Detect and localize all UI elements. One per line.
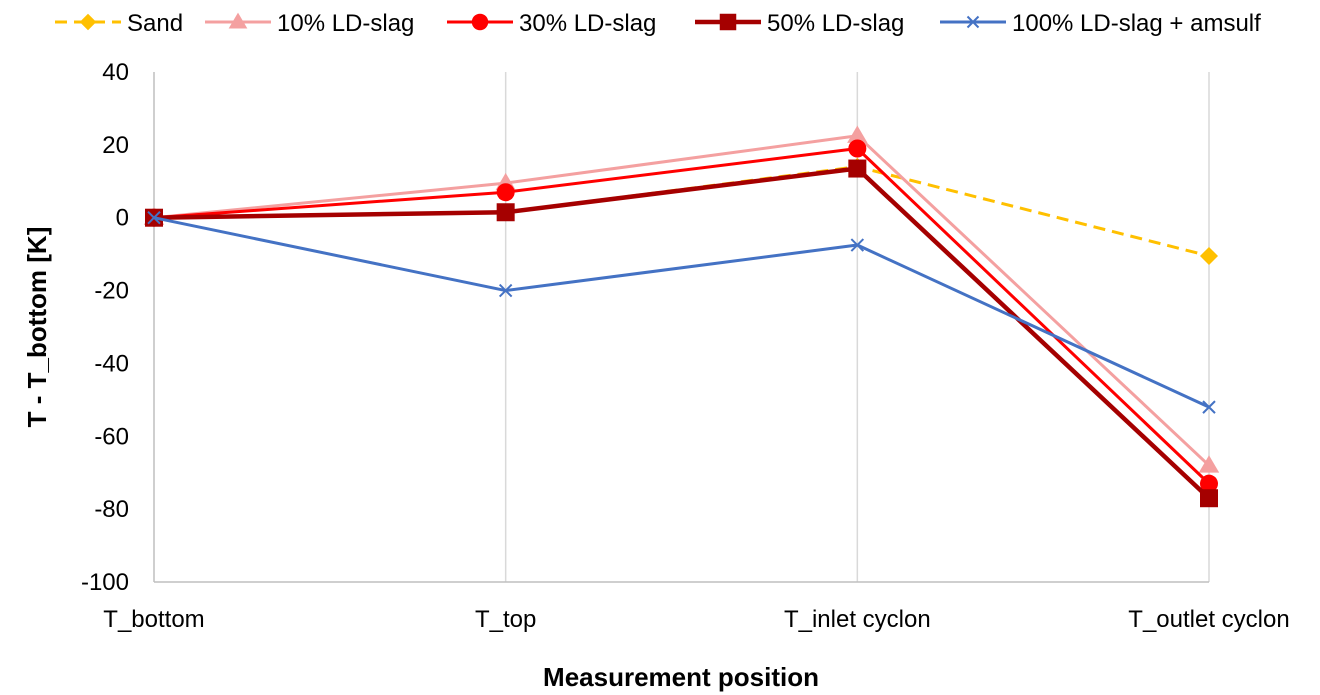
series-50-ld-slag bbox=[145, 159, 1218, 508]
y-tick-label: -80 bbox=[94, 496, 129, 523]
legend-entry: 10% LD-slag bbox=[205, 10, 414, 37]
data-point bbox=[1200, 474, 1218, 493]
series-line bbox=[153, 216, 1210, 409]
y-axis-title: T - T_bottom [K] bbox=[22, 227, 52, 428]
x-tick-label: T_outlet cyclon bbox=[1128, 606, 1289, 633]
legend-marker bbox=[966, 15, 980, 29]
data-point bbox=[147, 211, 161, 225]
y-tick-label: 20 bbox=[102, 132, 129, 159]
legend-label: 100% LD-slag + amsulf bbox=[1012, 10, 1261, 37]
series-line bbox=[153, 165, 1210, 258]
series-group bbox=[143, 125, 1220, 508]
series-line bbox=[153, 166, 1211, 500]
axes: 40 20 0 -20 -40 -60 -80 -100 T_bottom T_top T_inle… bbox=[81, 59, 1290, 633]
legend-marker bbox=[719, 13, 737, 31]
legend-label: 10% LD-slag bbox=[277, 10, 414, 37]
y-tick-label: 0 bbox=[116, 205, 129, 232]
data-point bbox=[496, 183, 515, 202]
legend-label: 30% LD-slag bbox=[519, 10, 656, 37]
data-point bbox=[1200, 246, 1218, 265]
legend-label: 50% LD-slag bbox=[767, 10, 904, 37]
y-tick-label: 40 bbox=[102, 59, 129, 86]
data-point bbox=[847, 125, 868, 143]
y-tick-label: -20 bbox=[94, 278, 129, 305]
legend-label: Sand bbox=[127, 10, 183, 37]
data-point bbox=[848, 159, 867, 178]
data-point bbox=[1200, 489, 1218, 508]
data-point bbox=[1198, 455, 1220, 473]
series-100-ld-slag-amsulf bbox=[147, 211, 1216, 414]
data-point bbox=[498, 283, 513, 298]
legend: Sand 10% LD-slag 30% LD-slag 50% LD-slag 100… bbox=[55, 10, 1261, 37]
data-point bbox=[850, 238, 865, 252]
legend-marker bbox=[228, 12, 248, 29]
legend-marker bbox=[471, 13, 489, 31]
series-10-ld-slag bbox=[143, 125, 1220, 473]
y-tick-label: -60 bbox=[94, 423, 129, 450]
series-line bbox=[153, 147, 1211, 485]
x-axis-title: Measurement position bbox=[543, 662, 819, 692]
data-point bbox=[1202, 400, 1216, 414]
legend-entry: 30% LD-slag bbox=[447, 10, 656, 37]
y-tick-label: -100 bbox=[81, 569, 129, 596]
data-point bbox=[848, 139, 867, 158]
legend-entry: 100% LD-slag + amsulf bbox=[940, 10, 1261, 37]
y-tick-label: -40 bbox=[94, 350, 129, 377]
x-tick-label: T_bottom bbox=[103, 606, 204, 633]
legend-entry: Sand bbox=[55, 10, 183, 37]
x-tick-label: T_inlet cyclon bbox=[784, 606, 931, 633]
x-tick-label: T_top bbox=[475, 606, 536, 633]
legend-marker bbox=[79, 13, 97, 31]
data-point bbox=[496, 203, 515, 222]
legend-entry: 50% LD-slag bbox=[695, 10, 904, 37]
series-line bbox=[153, 134, 1211, 467]
